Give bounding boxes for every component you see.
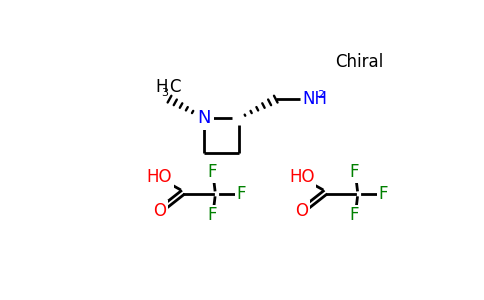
Text: F: F xyxy=(207,206,217,224)
Text: F: F xyxy=(236,185,246,203)
Text: O: O xyxy=(295,202,308,220)
Text: 3: 3 xyxy=(161,88,168,98)
Text: NH: NH xyxy=(302,90,327,108)
Text: N: N xyxy=(197,110,211,128)
Text: O: O xyxy=(153,202,166,220)
Text: C: C xyxy=(169,78,180,96)
Text: HO: HO xyxy=(147,168,172,186)
Text: Chiral: Chiral xyxy=(335,53,383,71)
Text: HO: HO xyxy=(289,168,315,186)
Text: H: H xyxy=(155,78,168,96)
Text: F: F xyxy=(349,206,359,224)
Text: 2: 2 xyxy=(318,90,324,100)
Text: F: F xyxy=(207,163,217,181)
Text: F: F xyxy=(349,163,359,181)
Text: F: F xyxy=(379,185,388,203)
